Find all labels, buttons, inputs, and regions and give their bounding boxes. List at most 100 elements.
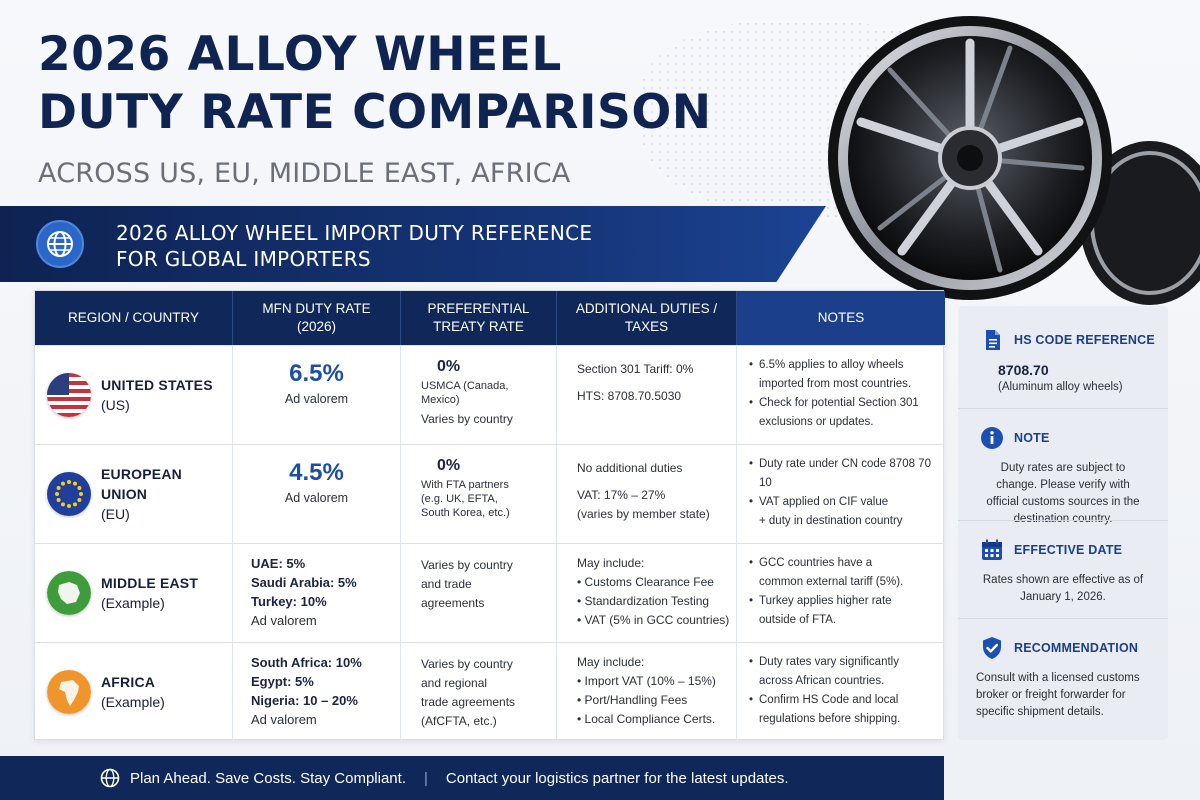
mfn-cell: 4.5% Ad valorem — [233, 445, 401, 543]
hs-title: HS CODE REFERENCE — [1014, 333, 1155, 347]
mfn-line-2: Saudi Arabia: 5% — [251, 575, 357, 590]
pref-rate: 0% — [437, 457, 461, 474]
table-row-eu: EUROPEAN UNION (EU) 4.5% Ad valorem 0% W… — [35, 444, 943, 543]
mfn-cell: South Africa: 10% Egypt: 5% Nigeria: 10 … — [233, 643, 401, 741]
us-flag-icon — [47, 373, 91, 417]
mfn-rate: 4.5% — [289, 459, 344, 486]
column-header-notes: NOTES — [737, 291, 945, 345]
pref-header-line-1: PREFERENTIAL — [427, 301, 530, 316]
footer-separator: | — [423, 769, 428, 787]
addl-header-line-2: TAXES — [624, 319, 669, 334]
region-sub: (EU) — [101, 506, 130, 522]
mfn-line-3: Nigeria: 10 – 20% — [251, 693, 358, 708]
effective-body: Rates shown are effective as of January … — [982, 574, 1144, 603]
banner-line-1: 2026 ALLOY WHEEL IMPORT DUTY REFERENCE — [116, 221, 593, 245]
addl-line-2: VAT: 17% – 27% — [577, 488, 666, 502]
reference-banner: 2026 ALLOY WHEEL IMPORT DUTY REFERENCE F… — [0, 206, 826, 282]
note-1: GCC countries have a — [747, 554, 937, 573]
table-row-us: UNITED STATES (US) 6.5% Ad valorem 0% US… — [35, 345, 943, 444]
note-1-cont: across African countries. — [759, 675, 885, 687]
preferential-cell: Varies by country and trade agreements — [401, 544, 557, 642]
region-cell: UNITED STATES (US) — [35, 346, 233, 444]
region-sub: (US) — [101, 397, 130, 413]
mfn-sub: Ad valorem — [284, 392, 349, 406]
note-2: VAT applied on CIF value — [747, 493, 937, 512]
pref-line-1: Varies by country — [421, 558, 513, 572]
additional-cell: May include: • Customs Clearance Fee • S… — [557, 544, 737, 642]
mfn-sub: Ad valorem — [251, 613, 317, 628]
preferential-cell: 0% USMCA (Canada, Mexico) Varies by coun… — [401, 346, 557, 444]
mfn-header-line-1: MFN DUTY RATE — [262, 301, 371, 316]
banner-line-2: FOR GLOBAL IMPORTERS — [116, 247, 371, 271]
title-line-2: DUTY RATE COMPARISON — [38, 85, 712, 140]
note-2-cont: outside of FTA. — [759, 614, 837, 626]
pref-line-3: South Korea, etc.) — [421, 507, 510, 519]
pref-header-line-2: TREATY RATE — [433, 319, 524, 334]
note-2-cont: exclusions or updates. — [759, 416, 874, 428]
addl-item-2: Port/Handling Fees — [584, 693, 688, 707]
note-2: Check for potential Section 301 — [747, 394, 937, 413]
middle-east-map-icon — [47, 571, 91, 615]
pref-line-1: USMCA (Canada, — [421, 380, 509, 392]
notes-cell: Duty rate under CN code 8708 70 10 VAT a… — [737, 445, 945, 543]
preferential-cell: Varies by country and regional trade agr… — [401, 643, 557, 741]
notes-cell: 6.5% applies to alloy wheels imported fr… — [737, 346, 945, 444]
mfn-sub: Ad valorem — [251, 712, 317, 727]
table-row-africa: AFRICA (Example) South Africa: 10% Egypt… — [35, 642, 943, 741]
mfn-line-1: UAE: 5% — [251, 556, 306, 571]
region-sub: (Example) — [101, 694, 165, 710]
footer-contact: Contact your logistics partner for the l… — [445, 769, 789, 787]
addl-item-3: Local Compliance Certs. — [584, 712, 716, 726]
addl-item-1: Customs Clearance Fee — [584, 575, 714, 589]
pref-line-2: Mexico) — [421, 394, 460, 406]
banner-heading: 2026 ALLOY WHEEL IMPORT DUTY REFERENCE F… — [116, 220, 592, 272]
notes-cell: Duty rates vary significantly across Afr… — [737, 643, 945, 741]
hs-code-desc: (Aluminum alloy wheels) — [998, 381, 1123, 393]
page-subtitle: ACROSS US, EU, MIDDLE EAST, AFRICA — [38, 158, 571, 189]
duty-rate-table: REGION / COUNTRY MFN DUTY RATE (2026) PRE… — [34, 290, 945, 741]
footer-tagline: Plan Ahead. Save Costs. Stay Compliant. — [130, 769, 406, 787]
pref-line-4: (AfCFTA, etc.) — [421, 714, 497, 728]
divider — [958, 520, 1168, 521]
region-cell: EUROPEAN UNION (EU) — [35, 445, 233, 543]
table-row-middle-east: MIDDLE EAST (Example) UAE: 5% Saudi Arab… — [35, 543, 943, 642]
region-sub: (Example) — [101, 595, 165, 611]
pref-line-3: trade agreements — [421, 695, 516, 709]
region-name: EUROPEAN UNION — [101, 466, 182, 502]
mfn-line-1: South Africa: 10% — [251, 655, 362, 670]
note-1-cont: imported from most countries. — [759, 378, 912, 390]
shield-check-icon — [983, 637, 1001, 659]
mfn-sub: Ad valorem — [284, 491, 349, 505]
note-2: Confirm HS Code and local — [747, 691, 937, 710]
region-name: AFRICA — [101, 674, 156, 690]
column-header-additional: ADDITIONAL DUTIES / TAXES — [557, 291, 737, 345]
note-1: Duty rates vary significantly — [747, 653, 937, 672]
effective-date-block: EFFECTIVE DATE Rates shown are effective… — [958, 538, 1168, 606]
additional-cell: No additional duties VAT: 17% – 27% (var… — [557, 445, 737, 543]
recommendation-block: RECOMMENDATION Consult with a licensed c… — [958, 636, 1168, 721]
addl-head: May include: — [577, 655, 645, 669]
info-sidebar: HS CODE REFERENCE 8708.70 (Aluminum allo… — [958, 306, 1168, 740]
divider — [958, 408, 1168, 409]
note-2-cont: regulations before shipping. — [759, 713, 901, 725]
divider — [958, 618, 1168, 619]
africa-map-icon — [47, 670, 91, 714]
pref-line-1: Varies by country — [421, 657, 513, 671]
note-title: NOTE — [1014, 431, 1050, 445]
mfn-rate: 6.5% — [289, 360, 344, 387]
document-icon — [986, 330, 1000, 350]
globe-icon — [36, 220, 84, 268]
addl-item-2: Standardization Testing — [584, 594, 710, 608]
alloy-wheel-icon — [828, 16, 1200, 305]
region-name: UNITED STATES — [101, 377, 213, 393]
addl-line-1: No additional duties — [577, 461, 683, 475]
addl-item-3: VAT (5% in GCC countries) — [584, 613, 730, 627]
globe-icon — [100, 768, 120, 788]
column-header-mfn: MFN DUTY RATE (2026) — [233, 291, 401, 345]
note-body: Duty rates are subject to change. Please… — [986, 462, 1140, 525]
addl-head: May include: — [577, 556, 645, 570]
addl-line-2: HTS: 8708.70.5030 — [577, 389, 682, 403]
table-header-row: REGION / COUNTRY MFN DUTY RATE (2026) PRE… — [35, 291, 945, 345]
note-1-cont: common external tariff (5%). — [759, 576, 904, 588]
pref-line-2: and regional — [421, 676, 488, 690]
